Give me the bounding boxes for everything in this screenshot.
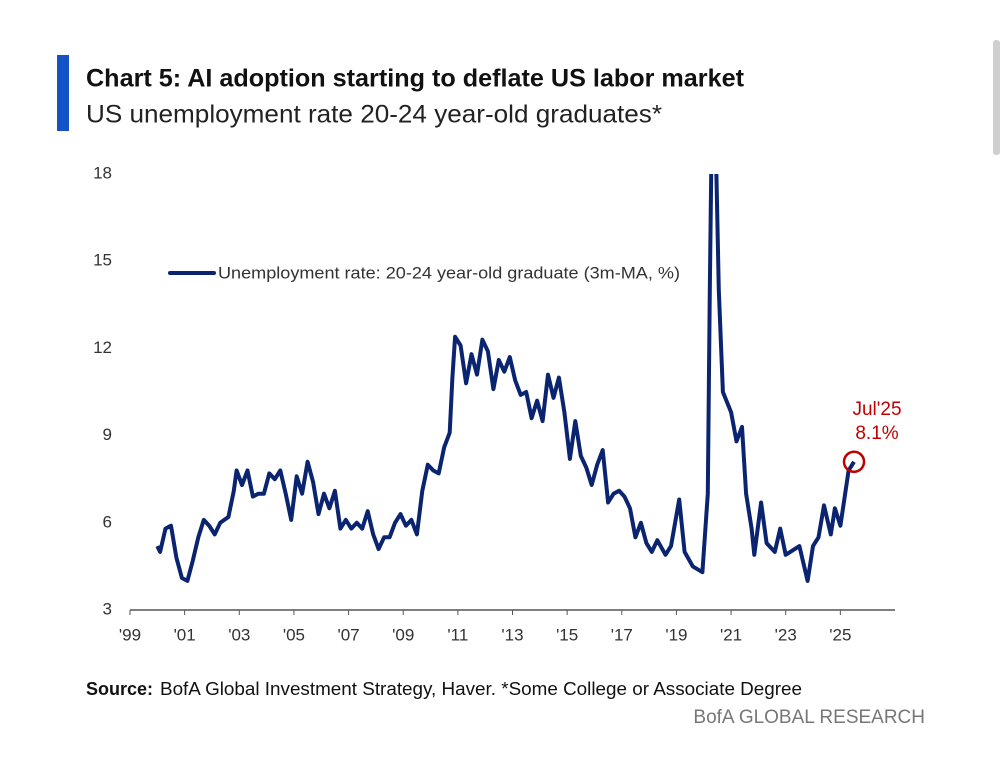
scrollbar [993, 40, 1000, 155]
x-tick-label: '05 [283, 625, 305, 644]
legend-label: Unemployment rate: 20-24 year-old gradua… [218, 263, 680, 282]
x-tick-label: '25 [829, 625, 851, 644]
x-tick-label: '99 [119, 625, 141, 644]
x-tick-label: '01 [174, 625, 196, 644]
series-line [155, 174, 856, 583]
x-tick-label: '09 [392, 625, 414, 644]
brand: BofA GLOBAL RESEARCH [693, 707, 925, 728]
x-tick-label: '19 [665, 625, 687, 644]
source-text: BofA Global Investment Strategy, Haver. … [160, 679, 802, 699]
x-tick-label: '07 [337, 625, 359, 644]
x-tick-label: '21 [720, 625, 742, 644]
highlight-marker [842, 450, 866, 474]
source-label: Source: [86, 679, 153, 699]
y-tick-label: 15 [93, 251, 112, 270]
x-tick-label: '03 [228, 625, 250, 644]
x-tick-label: '11 [447, 625, 468, 644]
x-tick-label: '17 [611, 625, 633, 644]
x-tick-label: '15 [556, 625, 578, 644]
y-tick-label: 9 [103, 425, 112, 444]
annotation: Jul'25 [852, 399, 901, 420]
chart-title: Chart 5: AI adoption starting to deflate… [86, 65, 745, 93]
x-tick-label: '13 [501, 625, 523, 644]
y-tick-label: 3 [103, 599, 112, 618]
title-accent [57, 55, 69, 131]
chart-subtitle: US unemployment rate 20-24 year-old grad… [86, 101, 662, 129]
x-tick-label: '23 [775, 625, 797, 644]
annotation: 8.1% [855, 423, 898, 444]
y-tick-label: 12 [93, 338, 112, 357]
y-tick-label: 6 [103, 512, 112, 531]
y-tick-label: 18 [93, 163, 112, 182]
